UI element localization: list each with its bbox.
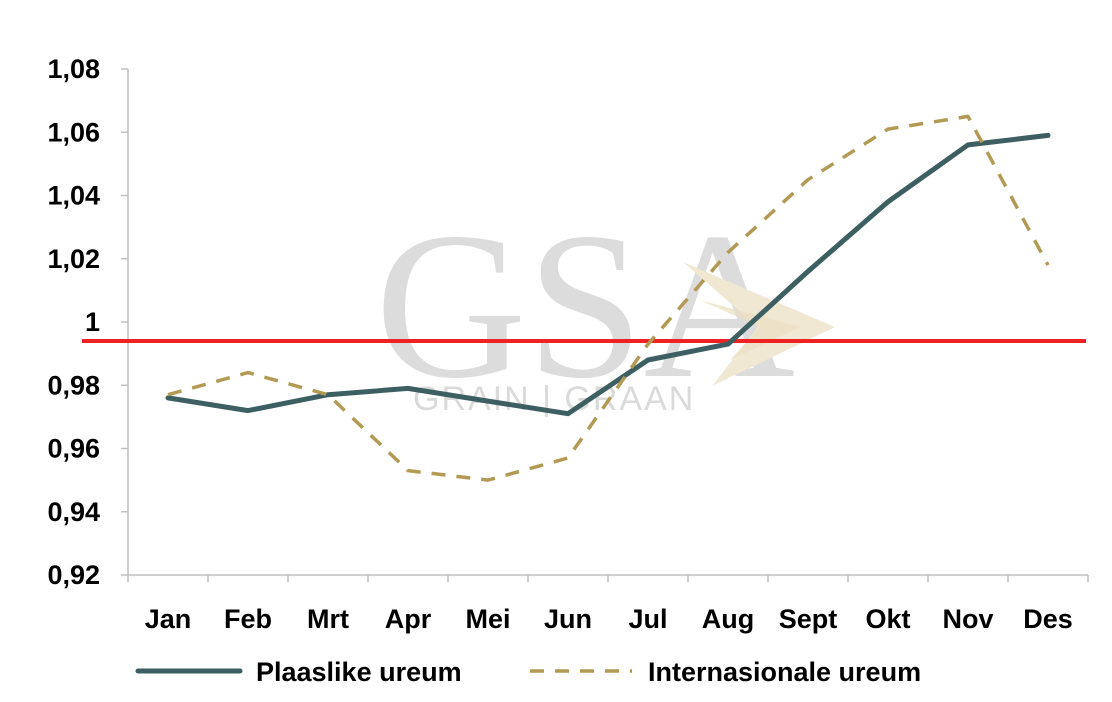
y-tick-label: 0,92 xyxy=(47,560,100,590)
gsa-logo-watermark: GSA GRAIN | GRAAN xyxy=(375,190,835,422)
x-tick-label: Okt xyxy=(865,604,910,634)
x-tick-label: Nov xyxy=(942,604,993,634)
x-tick-label: Jan xyxy=(145,604,192,634)
series-layer xyxy=(165,114,1051,482)
legend: Plaaslike ureum Internasionale ureum xyxy=(135,657,921,687)
series-line-plaaslike xyxy=(165,132,1051,417)
x-tick-label: Feb xyxy=(224,604,272,634)
x-tick-label: Sept xyxy=(779,604,838,634)
x-tick-label: Mrt xyxy=(307,604,349,634)
y-tick-label: 0,96 xyxy=(47,434,100,464)
y-tick-label: 1,08 xyxy=(47,54,100,84)
x-tick-label: Mei xyxy=(465,604,510,634)
y-tick-label: 1,02 xyxy=(47,244,100,274)
y-tick-label: 1,06 xyxy=(47,117,100,147)
y-tick-label: 0,98 xyxy=(47,370,100,400)
series-line-internasionale xyxy=(167,114,1050,482)
x-tick-label: Apr xyxy=(385,604,432,634)
y-tick-label: 0,94 xyxy=(47,497,100,527)
x-tick-label: Jul xyxy=(628,604,667,634)
x-tick-label: Jun xyxy=(544,604,592,634)
x-tick-label: Aug xyxy=(702,604,754,634)
axes: 0,92 0,94 0,96 0,98 1 1,02 1,04 1,06 1,08 Jan Feb M… xyxy=(47,54,1089,634)
y-tick-label: 1 xyxy=(85,307,100,337)
legend-label: Plaaslike ureum xyxy=(256,657,462,687)
watermark-logo-text: GSA xyxy=(375,190,795,422)
y-tick-label: 1,04 xyxy=(47,181,100,211)
legend-label: Internasionale ureum xyxy=(648,657,921,687)
x-tick-label: Des xyxy=(1023,604,1073,634)
